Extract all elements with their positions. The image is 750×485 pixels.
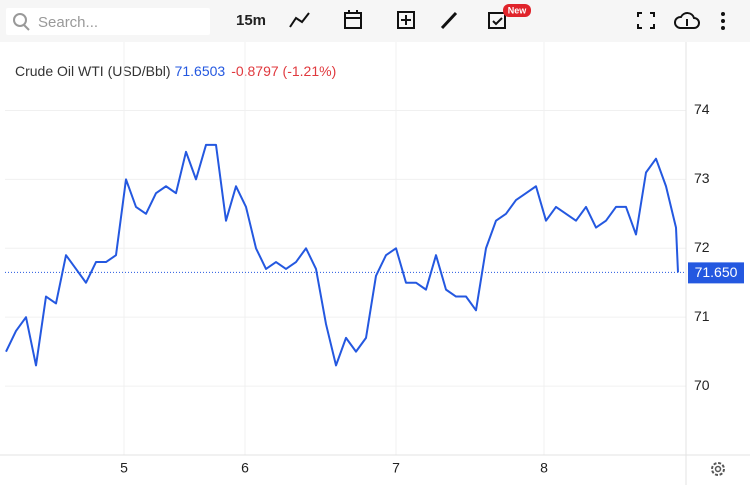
search-icon [13,13,27,27]
fullscreen-icon[interactable] [637,12,655,29]
price-tag [688,262,744,284]
plot: 70 71 72 73 74 5 6 7 8 [5,42,710,476]
settings-icon[interactable] [711,462,725,476]
cloud-icon[interactable] [674,12,700,29]
event-icon[interactable] [488,12,506,29]
last-price: 71.6503 [175,63,226,79]
menu-icon[interactable] [721,12,725,30]
price-change: -0.8797 (-1.21%) [231,63,336,79]
search-box[interactable] [6,8,210,35]
legend: Crude Oil WTI (USD/Bbl) 71.6503 -0.8797 (-… [15,63,336,79]
chart-title: Crude Oil WTI (USD/Bbl) [15,63,171,79]
interval[interactable]: 15m [236,12,266,29]
draw-icon[interactable] [440,11,458,30]
x-tick-label: 5 [120,460,128,476]
search-placeholder: Search... [38,14,98,31]
calendar-icon[interactable] [344,10,362,29]
x-tick-label: 8 [540,460,548,476]
y-tick-label: 74 [694,101,710,117]
y-tick-label: 73 [694,170,710,186]
line-icon[interactable] [289,12,310,28]
price-tag-text: 71.650 [695,264,738,280]
new-badge-text: New [508,5,528,15]
add-icon[interactable] [397,11,415,29]
x-tick-label: 6 [241,460,249,476]
new-badge [503,4,531,17]
x-tick-label: 7 [392,460,400,476]
y-tick-label: 72 [694,239,710,255]
price-line [5,143,679,367]
search-icon [23,24,30,31]
y-tick-label: 70 [694,377,710,393]
y-tick-label: 71 [694,308,710,324]
